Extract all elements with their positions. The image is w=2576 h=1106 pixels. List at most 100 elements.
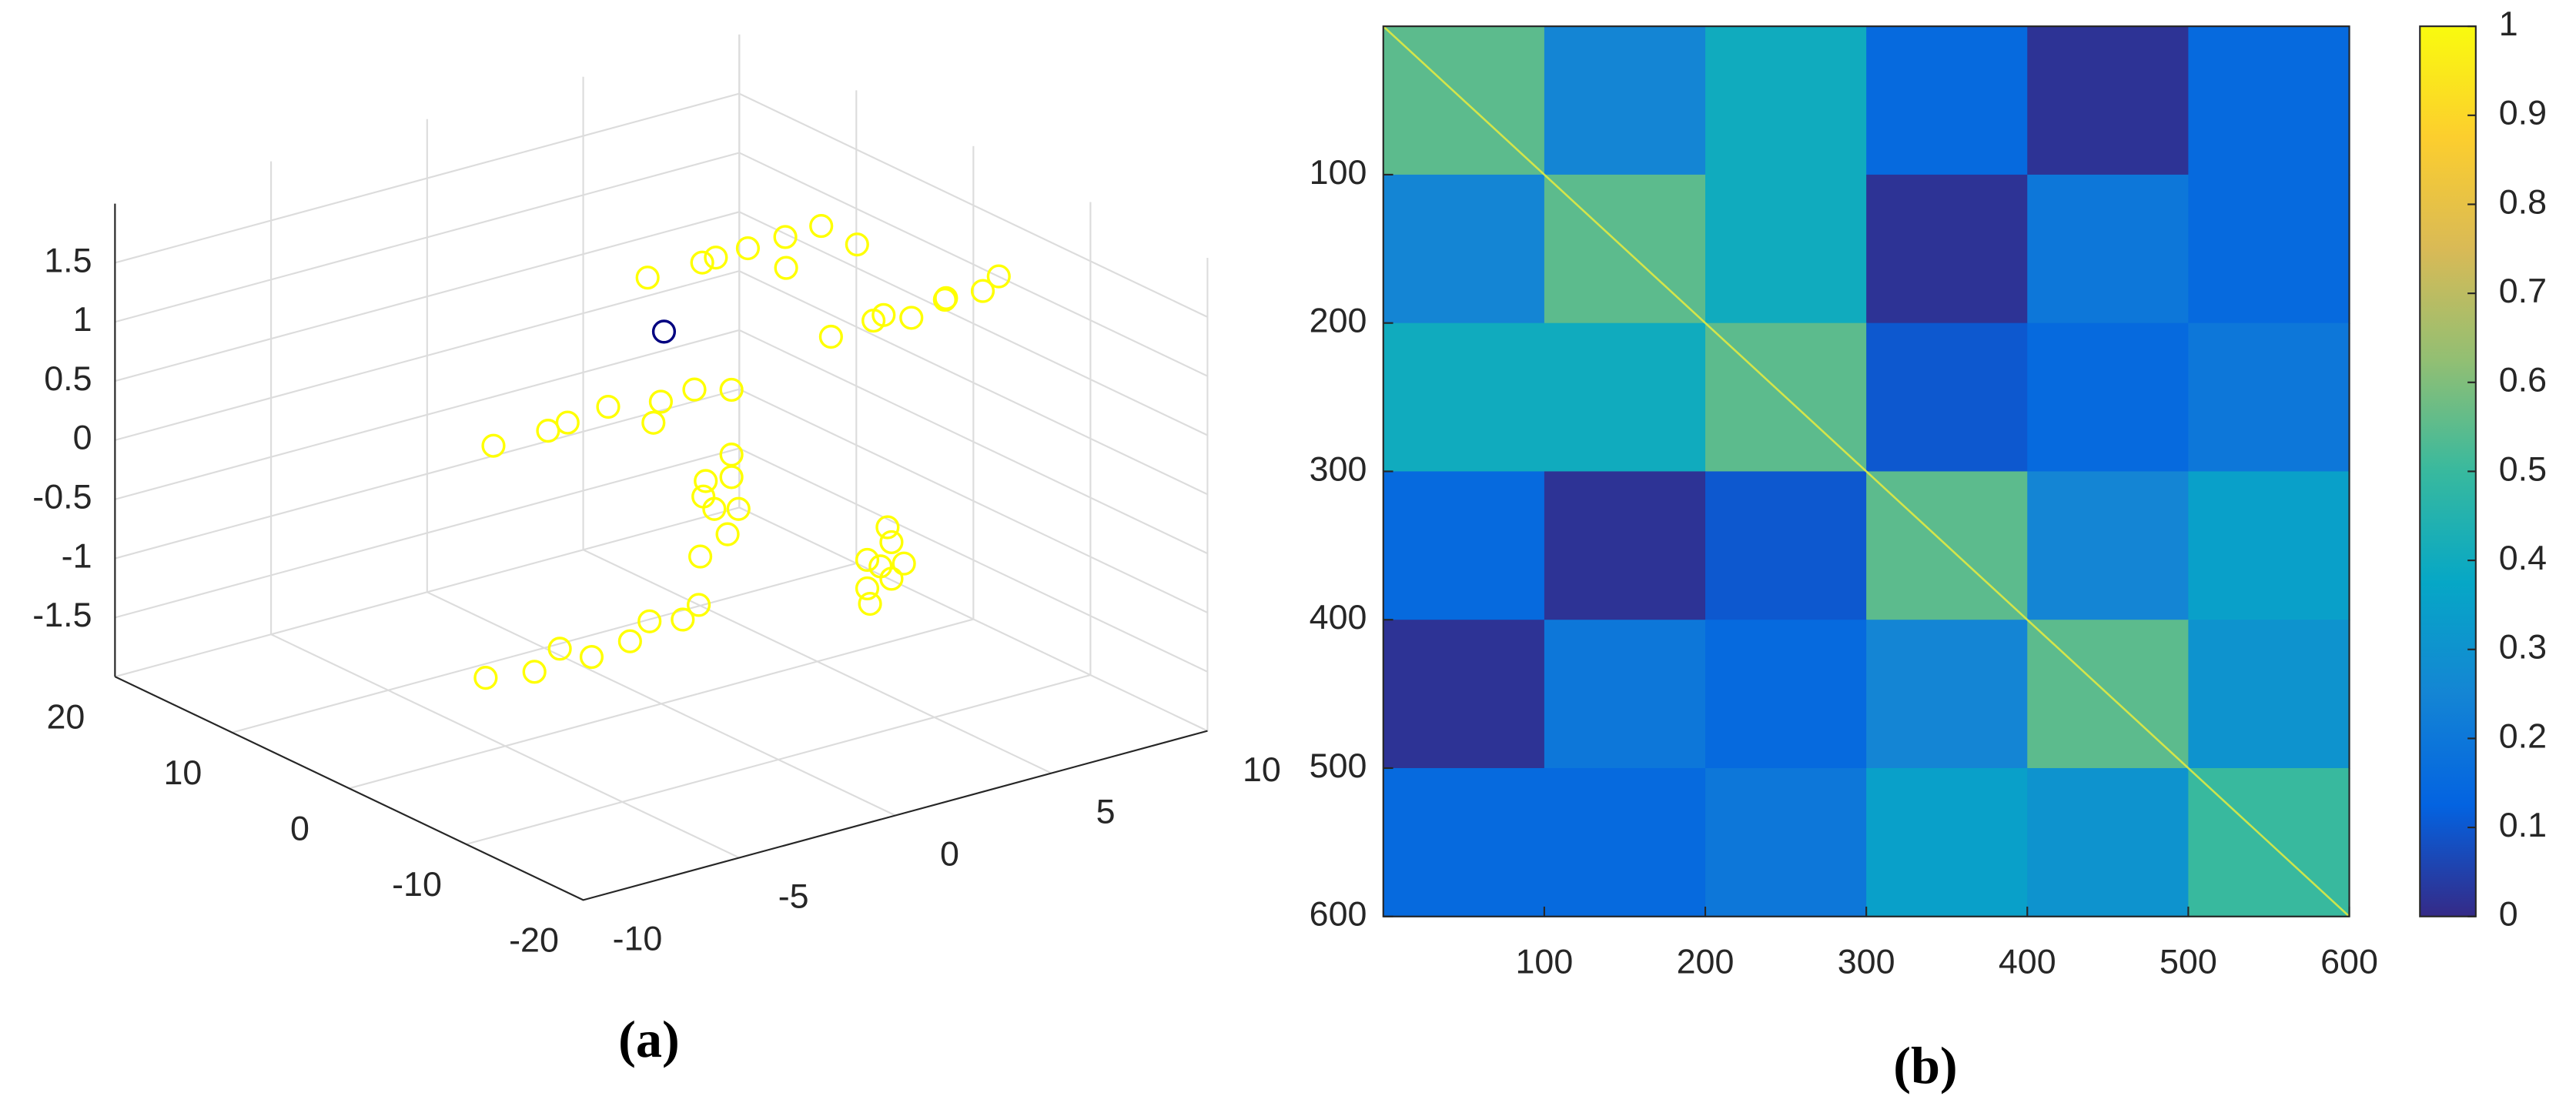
- point: [845, 232, 869, 257]
- heatmap-cell: [1866, 322, 2029, 473]
- caption-b: (b): [1893, 1036, 1957, 1094]
- heatmap-cell: [1383, 620, 1545, 770]
- z-grid-line: [115, 92, 1208, 318]
- point: [868, 554, 893, 579]
- heatmap-cell: [1544, 471, 1707, 621]
- colorbar-tick-label: 0.1: [2499, 806, 2547, 844]
- y-tick-label: 0: [290, 810, 309, 848]
- z-tick-label: 0: [73, 419, 92, 457]
- colorbar-tick-label: 1: [2499, 5, 2518, 43]
- x-tick-label: 100: [1516, 942, 1574, 981]
- heatmap-cell: [2188, 26, 2350, 175]
- heatmap-cell: [2027, 174, 2190, 324]
- heatmap-cell: [2027, 767, 2190, 917]
- point: [970, 279, 995, 303]
- point: [871, 302, 896, 327]
- z-grid-line: [115, 388, 1208, 613]
- y-tick-label: -10: [392, 865, 442, 904]
- colorbar-tick-label: 0.3: [2499, 628, 2547, 667]
- point: [818, 324, 843, 349]
- point: [651, 319, 677, 344]
- heatmap-cell: [1705, 767, 1868, 917]
- heatmap-cell: [2027, 322, 2190, 473]
- point: [579, 644, 604, 670]
- point: [637, 609, 662, 633]
- colorbar: [2419, 25, 2477, 917]
- z-tick-label: -1.5: [32, 596, 92, 634]
- point: [596, 394, 621, 419]
- x-grid-line: [114, 203, 584, 901]
- point: [735, 236, 760, 261]
- colorbar-tick-label: 0.5: [2499, 449, 2547, 488]
- y-grid-line: [466, 202, 1092, 845]
- point: [635, 266, 660, 290]
- colorbar-tick-label: 0.8: [2499, 182, 2547, 221]
- x-tick-label: 5: [1096, 793, 1116, 831]
- colorbar-tick-label: 0.6: [2499, 361, 2547, 399]
- heatmap-cell: [1705, 620, 1868, 770]
- point: [899, 306, 924, 330]
- heatmap-cell: [1705, 471, 1868, 621]
- heatmap-cell: [1383, 174, 1545, 324]
- x-tick-label: 200: [1677, 942, 1735, 981]
- y-tick-label: -20: [509, 921, 559, 960]
- z-tick-label: 1: [73, 300, 92, 339]
- point: [547, 637, 572, 661]
- x-tick-label: 10: [1243, 750, 1281, 789]
- z-tick-label: 1.5: [44, 241, 92, 279]
- diagonal: [1382, 25, 2350, 917]
- heatmap-cell: [2188, 620, 2350, 770]
- point: [934, 286, 958, 310]
- point: [682, 377, 707, 402]
- point: [704, 246, 728, 270]
- heatmap-cell: [1544, 620, 1707, 770]
- point: [726, 496, 751, 521]
- point: [892, 551, 916, 576]
- colorbar-tick-label: 0.4: [2499, 539, 2547, 577]
- y-tick-label: 100: [1310, 153, 1367, 192]
- colorbar-tick-label: 0: [2499, 895, 2518, 934]
- z-grid-line: [115, 269, 1208, 496]
- heatmap-cell: [1866, 620, 2029, 770]
- point: [773, 225, 798, 249]
- x-tick-label: 300: [1838, 942, 1895, 981]
- point: [641, 410, 666, 435]
- point: [809, 214, 834, 239]
- point: [879, 530, 904, 555]
- y-tick-label: 200: [1310, 302, 1367, 340]
- z-tick-label: 0.5: [44, 359, 92, 398]
- point: [522, 660, 547, 684]
- y-grid-line: [115, 34, 741, 678]
- x-grid-line: [426, 119, 896, 817]
- heatmap-cell: [1705, 174, 1868, 324]
- heatmap-cell: [1383, 471, 1545, 621]
- colorbar-tick-label: 0.2: [2499, 717, 2547, 755]
- point: [855, 547, 880, 573]
- point: [473, 666, 498, 690]
- heatmap-cell: [1544, 26, 1707, 175]
- point: [855, 576, 880, 601]
- heatmap-cell: [2188, 174, 2350, 324]
- point: [774, 256, 798, 280]
- point: [719, 443, 744, 467]
- y-tick-label: 400: [1310, 598, 1367, 637]
- y-tick-label: 500: [1310, 747, 1367, 785]
- x-tick-label: 0: [940, 835, 959, 874]
- caption-a: (a): [618, 1010, 680, 1068]
- point: [719, 377, 744, 403]
- point: [715, 522, 740, 546]
- z-tick-label: -0.5: [32, 478, 92, 516]
- colorbar-tick-label: 0.9: [2499, 94, 2547, 132]
- point: [691, 484, 716, 509]
- y-tick-label: 20: [46, 698, 85, 737]
- colorbar-tick-label: 0.7: [2499, 272, 2547, 310]
- heatmap-cell: [1705, 26, 1868, 175]
- point: [536, 419, 560, 443]
- point: [694, 469, 718, 493]
- floor-axis-lines: [114, 676, 1208, 901]
- heatmap-cell: [1866, 26, 2029, 175]
- heatmap-cell: [1544, 767, 1707, 917]
- heatmap-cell: [2027, 471, 2190, 621]
- heatmap-cell: [2188, 471, 2350, 621]
